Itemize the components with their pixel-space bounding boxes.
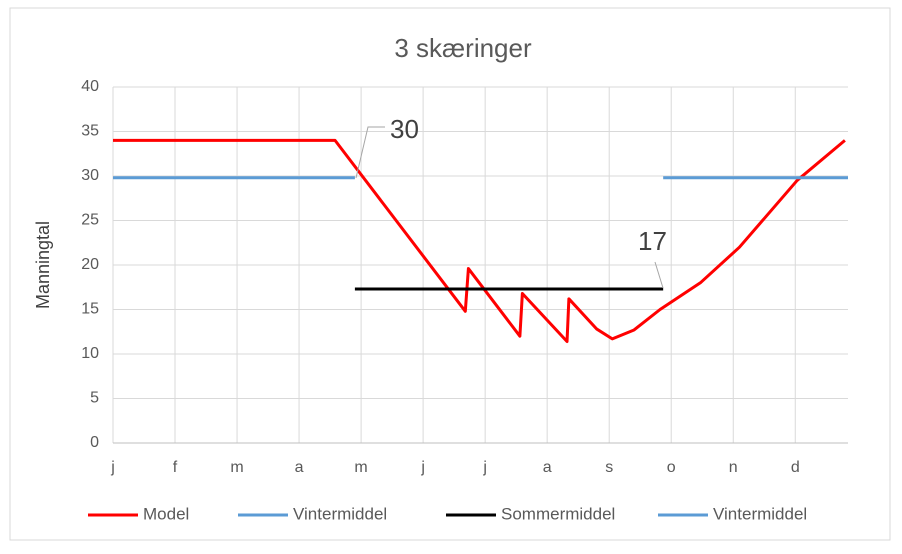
y-tick-label: 35 [81, 123, 99, 140]
annotation: 17 [638, 226, 667, 256]
x-tick-label: d [791, 459, 800, 476]
x-tick-label: n [729, 459, 738, 476]
x-tick-label: j [110, 459, 115, 476]
leader-line [355, 126, 385, 179]
legend-label: Vintermiddel [293, 504, 387, 523]
y-tick-label: 0 [90, 434, 99, 451]
x-tick-label: a [543, 459, 552, 476]
x-tick-label: a [295, 459, 304, 476]
y-tick-label: 40 [81, 78, 99, 95]
x-tick-label: s [605, 459, 613, 476]
y-tick-label: 5 [90, 390, 99, 407]
leader-line [654, 261, 664, 289]
annotation: 30 [390, 114, 419, 144]
y-tick-label: 30 [81, 167, 99, 184]
x-tick-label: j [420, 459, 425, 476]
chart-frame [9, 7, 891, 541]
x-tick-label: f [173, 459, 178, 476]
x-tick-label: m [354, 459, 367, 476]
x-tick-label: o [667, 459, 676, 476]
legend-label: Sommermiddel [501, 504, 615, 523]
legend-label: Model [143, 504, 189, 523]
y-tick-label: 25 [81, 212, 99, 229]
y-axis-label: Manningtal [33, 221, 53, 309]
legend-label: Vintermiddel [713, 504, 807, 523]
x-tick-label: j [482, 459, 487, 476]
chart-title: 3 skæringer [394, 33, 532, 63]
y-tick-label: 20 [81, 256, 99, 273]
y-tick-label: 15 [81, 301, 99, 318]
x-tick-label: m [230, 459, 243, 476]
y-tick-label: 10 [81, 345, 99, 362]
